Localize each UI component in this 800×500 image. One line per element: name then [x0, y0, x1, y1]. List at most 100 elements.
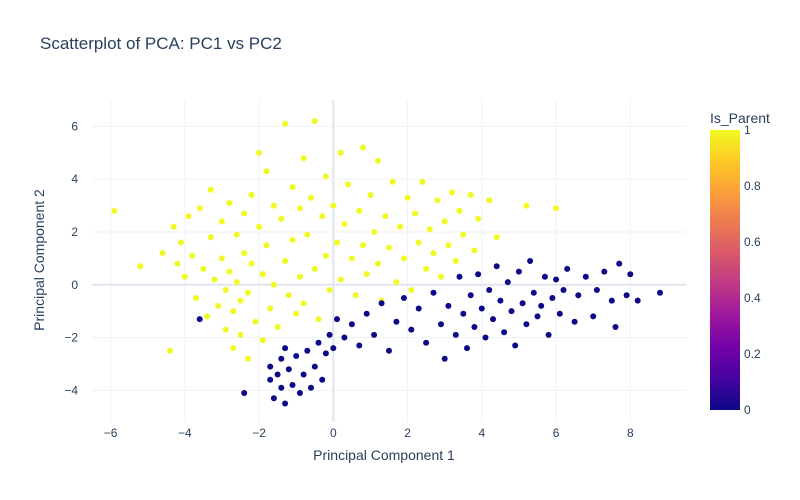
- scatter-point: [270, 281, 277, 288]
- scatter-point: [244, 289, 251, 296]
- scatter-point: [430, 250, 437, 257]
- scatter-point: [226, 268, 233, 275]
- scatter-point: [181, 273, 188, 280]
- scatter-point: [282, 400, 289, 407]
- scatter-point: [345, 181, 352, 188]
- scatter-point: [575, 292, 582, 299]
- scatter-point: [178, 239, 185, 246]
- scatter-point: [404, 194, 411, 201]
- colorbar-tick-label: 1: [744, 123, 751, 137]
- x-axis-label: Principal Component 1: [313, 447, 455, 463]
- plot-area: [92, 100, 686, 422]
- scatter-point: [278, 215, 285, 222]
- scatter-point: [464, 345, 470, 352]
- scatter-point: [185, 213, 192, 220]
- scatter-point: [278, 384, 285, 391]
- scatter-point: [356, 342, 363, 349]
- colorbar-ticks: 0 0.2 0.4 0.6 0.8 1: [744, 123, 761, 417]
- scatter-point: [267, 305, 274, 312]
- scatter-point: [319, 213, 326, 220]
- scatter-point: [241, 250, 248, 257]
- scatter-point: [452, 331, 459, 338]
- scatter-point: [441, 355, 448, 362]
- scatter-point: [515, 268, 522, 275]
- scatter-point: [408, 287, 415, 293]
- scatter-point: [593, 287, 600, 293]
- y-tick-label: 0: [71, 278, 78, 292]
- x-tick-label: 4: [478, 426, 485, 440]
- scatter-point: [486, 197, 493, 204]
- scatter-point: [434, 197, 441, 204]
- scatter-point: [137, 263, 144, 270]
- scatter-point: [215, 302, 222, 309]
- scatter-point: [541, 273, 548, 280]
- colorbar-title: Is_Parent: [710, 110, 770, 126]
- scatter-point: [256, 149, 263, 156]
- scatter-point: [330, 345, 337, 352]
- scatter-point: [553, 205, 560, 212]
- scatter-point: [523, 321, 530, 328]
- colorbar-tick-label: 0: [744, 403, 751, 417]
- y-tick-label: 6: [71, 119, 78, 133]
- scatter-point: [319, 376, 326, 383]
- scatter-point: [430, 289, 437, 296]
- x-tick-label: 0: [330, 426, 337, 440]
- scatter-point: [348, 255, 355, 262]
- x-tick-label: −4: [178, 426, 192, 440]
- scatter-point: [308, 194, 314, 201]
- scatter-point: [204, 313, 211, 320]
- scatter-point: [374, 260, 381, 267]
- scatter-point: [315, 316, 322, 323]
- scatter-point: [419, 178, 426, 185]
- scatter-point: [393, 318, 400, 325]
- scatter-point: [452, 258, 459, 264]
- chart-title: Scatterplot of PCA: PC1 vs PC2: [40, 34, 282, 53]
- scatter-point: [456, 273, 463, 280]
- scatter-point: [233, 231, 240, 238]
- scatter-point: [356, 207, 363, 214]
- scatter-point: [244, 355, 251, 362]
- scatter-point: [478, 305, 485, 312]
- scatter-point: [167, 347, 173, 354]
- scatter-point: [289, 184, 296, 191]
- scatter-point: [438, 321, 444, 328]
- scatter-point: [493, 263, 500, 270]
- y-tick-label: 4: [71, 172, 78, 186]
- scatter-point: [270, 202, 277, 209]
- x-tick-label: 6: [553, 426, 560, 440]
- scatter-point: [412, 210, 418, 217]
- scatter-point: [300, 155, 307, 162]
- scatter-point: [393, 279, 400, 286]
- scatter-point: [304, 347, 311, 354]
- scatter-point: [360, 242, 366, 249]
- scatter-point: [549, 295, 556, 301]
- scatter-point: [400, 295, 407, 301]
- scatter-point: [460, 231, 467, 238]
- scatter-point: [207, 234, 214, 241]
- x-tick-label: 2: [404, 426, 411, 440]
- scatter-point: [293, 310, 300, 317]
- x-tick-label: −2: [252, 426, 266, 440]
- colorbar-tick-label: 0.8: [744, 179, 761, 193]
- scatter-point: [490, 316, 496, 323]
- scatter-point: [334, 239, 340, 246]
- scatter-point: [296, 390, 303, 396]
- scatter-point: [285, 366, 292, 373]
- scatter-point: [534, 313, 541, 320]
- scatter-point: [371, 331, 378, 338]
- scatter-point: [274, 324, 281, 330]
- colorbar: [710, 130, 740, 410]
- scatter-point: [627, 271, 634, 278]
- scatter-point: [601, 268, 608, 275]
- y-axis-label: Principal Component 2: [31, 189, 47, 331]
- scatter-point: [222, 326, 229, 333]
- scatter-point: [467, 192, 474, 198]
- scatter-point: [460, 310, 467, 317]
- scatter-point: [538, 302, 545, 309]
- scatter-point: [218, 255, 225, 262]
- scatter-point: [657, 289, 663, 296]
- scatter-point: [296, 273, 303, 280]
- scatter-point: [263, 242, 270, 249]
- scatter-point: [263, 168, 270, 175]
- y-tick-label: 2: [71, 225, 78, 239]
